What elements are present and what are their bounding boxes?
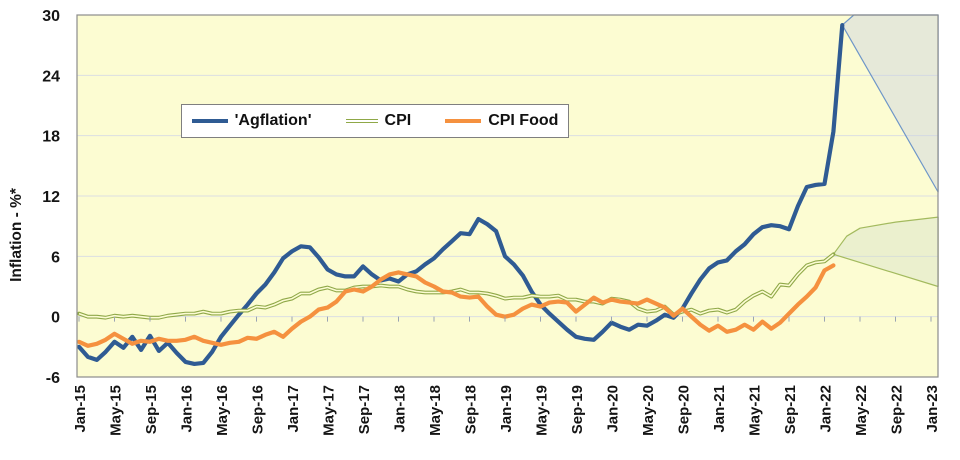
legend-label-cpi: CPI bbox=[384, 112, 412, 129]
x-tick-label: May-19 bbox=[534, 385, 551, 436]
x-tick-label: Sep-17 bbox=[356, 385, 373, 434]
cpi-food-line-swatch bbox=[445, 119, 482, 123]
series-line-inner bbox=[78, 253, 834, 319]
series-line-cpifood bbox=[76, 263, 836, 348]
x-tick-label: Jan-20 bbox=[605, 385, 622, 433]
x-tick-label: May-18 bbox=[427, 385, 444, 436]
x-tick-label: May-17 bbox=[321, 385, 338, 436]
x-tick-label: May-21 bbox=[747, 385, 764, 436]
x-tick-label: May-15 bbox=[108, 385, 125, 436]
agflation-line-swatch bbox=[191, 119, 228, 123]
x-tick-label: Sep-15 bbox=[143, 385, 160, 434]
legend-label-cpi-food: CPI Food bbox=[488, 112, 559, 129]
x-tick-label: Jan-21 bbox=[711, 385, 728, 433]
x-tick-label: Jan-18 bbox=[392, 385, 409, 433]
x-tick-label: Sep-22 bbox=[889, 385, 906, 434]
y-tick-label: 30 bbox=[42, 8, 60, 25]
x-tick-label: Jan-17 bbox=[285, 385, 302, 433]
x-tick-label: Sep-21 bbox=[782, 385, 799, 434]
x-tick-label: May-20 bbox=[640, 385, 657, 436]
legend-label-agflation: 'Agflation' bbox=[234, 112, 312, 129]
x-tick-label: Jan-16 bbox=[179, 385, 196, 433]
series-line-agflation bbox=[76, 23, 845, 366]
legend: 'Agflation' CPI CPI Food bbox=[181, 104, 569, 138]
y-tick-label: -6 bbox=[46, 370, 60, 387]
cpi-line-swatch bbox=[345, 119, 378, 123]
x-tick-label: Sep-18 bbox=[463, 385, 480, 434]
plot-border bbox=[76, 14, 939, 378]
legend-item-agflation: 'Agflation' bbox=[191, 112, 312, 130]
x-tick-label: Jan-23 bbox=[924, 385, 941, 433]
x-tick-label: Sep-19 bbox=[569, 385, 586, 434]
legend-item-cpi: CPI bbox=[345, 112, 412, 130]
x-tick-label: Jan-22 bbox=[818, 385, 835, 433]
x-tick-label: Sep-16 bbox=[250, 385, 267, 434]
y-axis-title: Inflation - %* bbox=[8, 187, 25, 282]
y-tick-label: 6 bbox=[51, 249, 60, 266]
x-tick-label: May-16 bbox=[214, 385, 231, 436]
y-tick-label: 24 bbox=[42, 68, 60, 85]
x-tick-label: May-22 bbox=[853, 385, 870, 436]
y-tick-label: 12 bbox=[42, 189, 60, 206]
y-tick-label: 18 bbox=[42, 129, 60, 146]
legend-item-cpi-food: CPI Food bbox=[445, 112, 558, 130]
x-tick-label: Jan-15 bbox=[72, 385, 89, 433]
x-tick-label: Jan-19 bbox=[498, 385, 515, 433]
x-tick-label: Sep-20 bbox=[676, 385, 693, 434]
y-tick-label: 0 bbox=[51, 310, 60, 327]
